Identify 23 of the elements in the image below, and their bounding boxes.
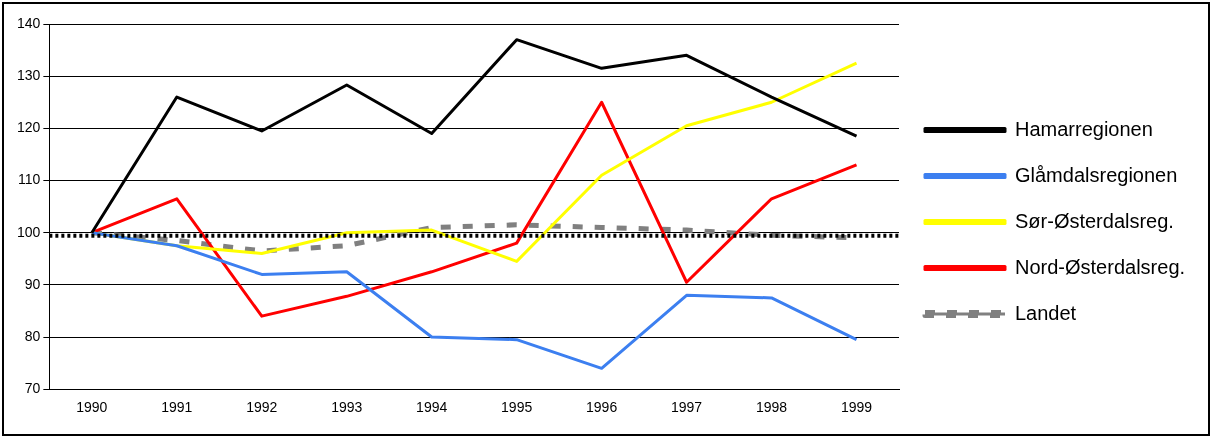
y-tick-label: 70 [24,380,41,397]
legend-label: Hamarregionen [1015,117,1153,140]
legend-label: Landet [1015,301,1077,324]
y-tick-label: 90 [24,275,41,292]
y-tick-label: 130 [17,67,41,84]
x-tick-label: 1991 [161,399,193,416]
x-tick-label: 1990 [76,399,108,416]
legend-label: Nord-Østerdalsreg. [1015,255,1186,278]
x-tick-label: 1999 [840,399,873,416]
y-tick-label: 80 [24,327,41,344]
y-tick-label: 140 [17,14,41,31]
x-tick-label: 1993 [331,399,363,416]
legend-label: Sør-Østerdalsreg. [1015,209,1174,232]
x-tick-label: 1996 [586,399,618,416]
x-tick-label: 1995 [501,399,533,416]
x-tick-label: 1997 [671,399,703,416]
y-tick-label: 120 [17,119,41,136]
x-tick-label: 1994 [416,399,448,416]
x-tick-label: 1992 [246,399,278,416]
x-tick-label: 1998 [755,399,788,416]
y-tick-label: 110 [18,171,41,188]
legend-label: Glåmdalsregionen [1015,163,1178,186]
y-tick-label: 100 [17,223,41,240]
